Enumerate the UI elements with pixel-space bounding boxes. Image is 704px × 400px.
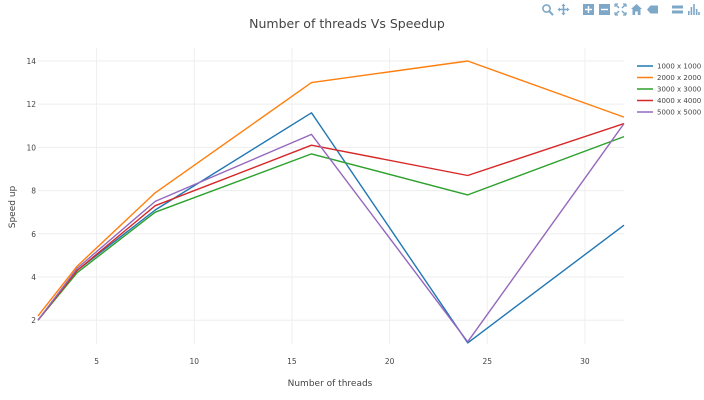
- plot-modebar: [541, 2, 700, 16]
- series-line[interactable]: [37, 122, 625, 321]
- y-tick-label: 4: [31, 273, 36, 282]
- x-axis-label: Number of threads: [288, 379, 373, 389]
- series-line[interactable]: [37, 60, 625, 317]
- x-tick-label: 5: [94, 357, 99, 366]
- pan-icon[interactable]: [557, 3, 570, 16]
- autoscale-icon[interactable]: [614, 2, 627, 16]
- legend-label[interactable]: 4000 x 4000: [657, 97, 701, 105]
- legend-label[interactable]: 1000 x 1000: [657, 63, 701, 71]
- x-tick-label: 10: [189, 357, 199, 366]
- zoom-out-icon[interactable]: [598, 3, 611, 16]
- x-tick-label: 15: [287, 357, 297, 366]
- y-tick-label: 2: [31, 316, 36, 325]
- legend-label[interactable]: 5000 x 5000: [657, 109, 701, 117]
- series-line[interactable]: [37, 135, 625, 321]
- legend-label[interactable]: 3000 x 3000: [657, 86, 701, 94]
- x-tick-label: 30: [580, 357, 590, 366]
- legend[interactable]: 1000 x 1000 2000 x 2000 3000 x 3000 4000 x …: [637, 63, 701, 117]
- tick-labels: 5 10 15 20 25 30 2 4 6 8 10 12 14: [26, 57, 589, 366]
- y-tick-label: 6: [31, 230, 36, 239]
- series-line[interactable]: [37, 123, 625, 343]
- legend-label[interactable]: 2000 x 2000: [657, 74, 701, 82]
- y-tick-label: 8: [31, 187, 36, 196]
- compare-data-icon[interactable]: [671, 3, 684, 16]
- x-tick-label: 20: [385, 357, 395, 366]
- x-tick-label: 25: [482, 357, 492, 366]
- reset-axes-icon[interactable]: [630, 3, 643, 16]
- grid-lines: [38, 48, 624, 344]
- series-lines: [37, 60, 625, 344]
- y-tick-label: 12: [26, 100, 36, 109]
- y-tick-label: 10: [26, 143, 36, 152]
- zoom-icon[interactable]: [541, 3, 554, 16]
- y-axis-label: Speed up: [8, 185, 18, 228]
- y-tick-label: 14: [26, 57, 36, 66]
- chart-title: Number of threads Vs Speedup: [249, 16, 445, 31]
- zoom-in-icon[interactable]: [582, 3, 595, 16]
- plotly-logo-icon[interactable]: [687, 3, 700, 16]
- spike-lines-icon[interactable]: [646, 3, 659, 16]
